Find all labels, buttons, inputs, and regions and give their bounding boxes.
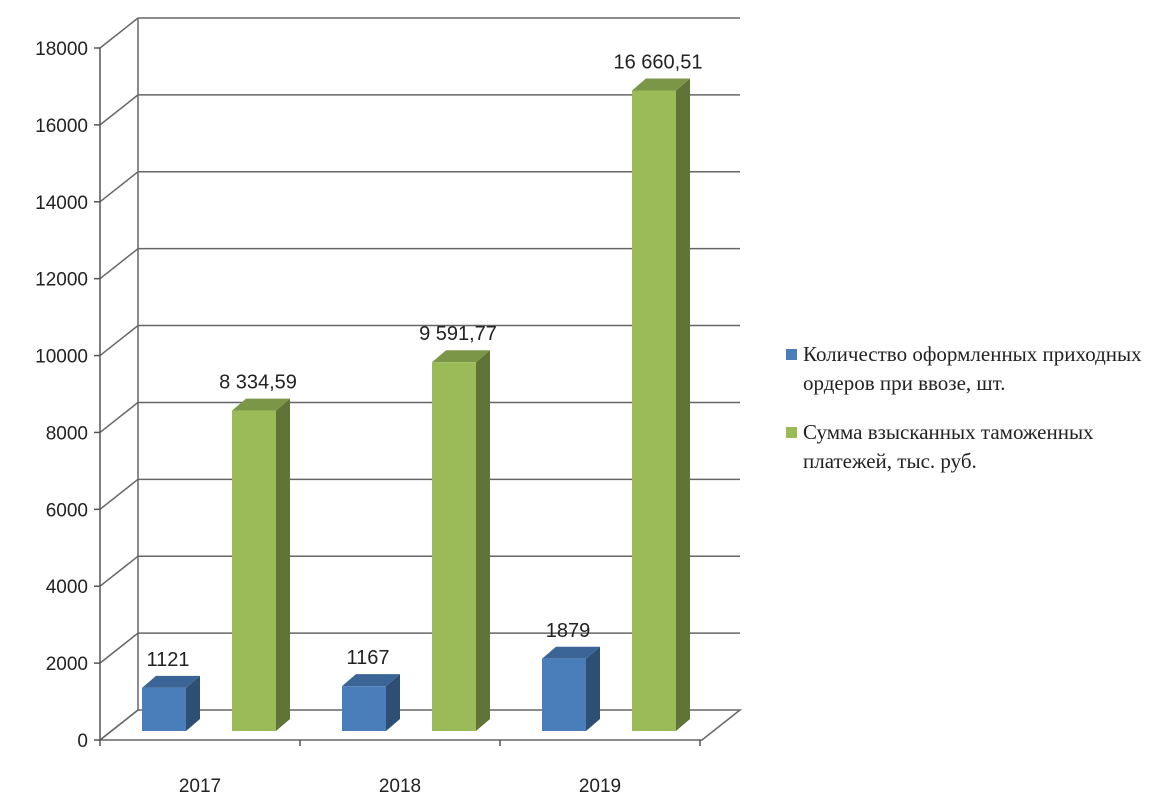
y-tick-label: 2000 (46, 654, 88, 675)
bar-front (632, 90, 676, 731)
y-tick-label: 14000 (35, 193, 88, 214)
data-label: 1121 (146, 649, 189, 671)
legend-swatch-series-1 (786, 349, 797, 360)
bar-top (342, 674, 400, 687)
data-label: 1879 (546, 620, 591, 642)
bar-1-2019 (542, 646, 600, 731)
bar-side (276, 398, 290, 731)
legend-label-series-1: Количество оформленных приходных ордеров… (803, 342, 1142, 395)
y-tick-label: 0 (77, 731, 88, 752)
bar-side (476, 350, 490, 731)
legend-label-series-2: Сумма взысканных таможенных платежей, ты… (803, 420, 1094, 473)
bar-front (342, 686, 386, 731)
y-tick-label: 18000 (35, 39, 88, 60)
y-tick-label: 16000 (35, 116, 88, 137)
bar-top (142, 675, 200, 688)
data-label: 16 660,51 (614, 51, 703, 73)
bar-1-2017 (142, 675, 200, 731)
chart-floor (97, 709, 743, 741)
data-labels: 1121 1167 1879 8 334,59 9 591,77 16 660,51 (146, 51, 702, 670)
bar-top (632, 78, 690, 91)
legend-swatch-series-2 (786, 427, 797, 438)
data-label: 9 591,77 (419, 323, 497, 345)
bar-2-2017 (232, 398, 290, 731)
y-tick-label: 10000 (35, 347, 88, 368)
gridline-diag (99, 401, 139, 434)
bar-top (542, 646, 600, 659)
gridline-diag (99, 94, 139, 126)
bar-side (586, 646, 600, 731)
bar-2-2019 (632, 78, 690, 731)
gridline-diag (99, 632, 139, 664)
bar-front (232, 410, 276, 731)
bar-2-2018 (432, 350, 490, 731)
data-label: 8 334,59 (219, 372, 297, 394)
gridline-diag (99, 555, 139, 587)
chart: 0 2000 4000 6000 8000 10000 12000 14000 16000 180… (35, 17, 743, 797)
bar-front (432, 362, 476, 731)
axes: 0 2000 4000 6000 8000 10000 12000 14000 16000 180… (35, 39, 701, 797)
gridline-diag (99, 17, 139, 49)
gridline-diag (99, 248, 139, 280)
bar-top (432, 350, 490, 363)
data-label: 1167 (346, 647, 389, 669)
bar-front (142, 687, 186, 731)
bar-side (386, 674, 400, 731)
legend-item-series-1: Количество оформленных приходных ордеров… (786, 340, 1161, 398)
legend: Количество оформленных приходных ордеров… (786, 340, 1161, 496)
bar-side (186, 675, 200, 731)
bar-1-2018 (342, 674, 400, 731)
bar-front (542, 658, 586, 731)
gridline-diag (99, 171, 139, 203)
x-tick-label: 2017 (179, 776, 221, 797)
bars (142, 78, 690, 731)
bar-top (232, 398, 290, 411)
gridline-diag (99, 478, 139, 510)
gridline-diag (99, 324, 139, 357)
x-tick-label: 2019 (579, 776, 621, 797)
y-tick-label: 8000 (46, 423, 88, 444)
bar-side (676, 78, 690, 731)
y-tick-label: 6000 (46, 500, 88, 521)
y-tick-label: 12000 (35, 270, 88, 291)
legend-item-series-2: Сумма взысканных таможенных платежей, ты… (786, 418, 1161, 476)
y-tick-label: 4000 (46, 577, 88, 598)
x-tick-label: 2018 (379, 776, 421, 797)
